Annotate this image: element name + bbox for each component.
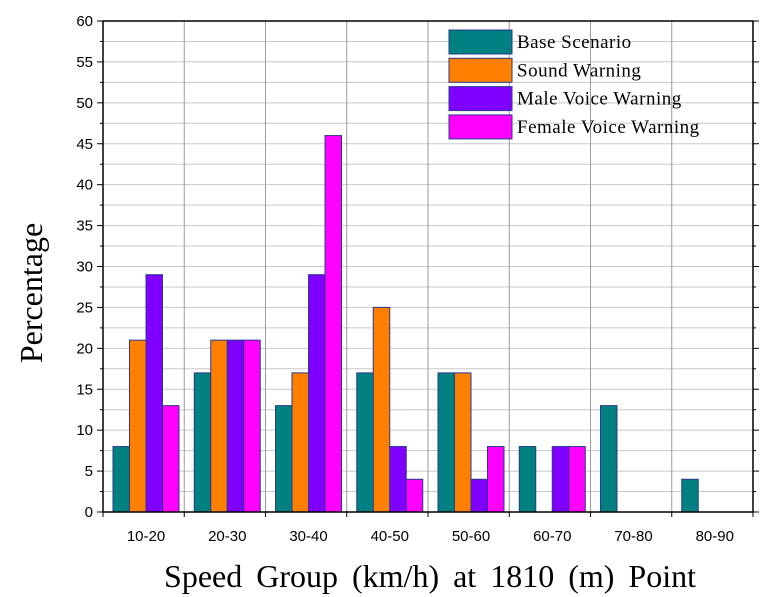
bar bbox=[600, 405, 618, 513]
legend: Base Scenario Sound Warning Male Voice War… bbox=[448, 29, 700, 140]
legend-swatch bbox=[448, 86, 513, 112]
bar bbox=[551, 446, 570, 513]
x-tick-label: 50-60 bbox=[452, 528, 490, 545]
y-tick-label: 0 bbox=[85, 504, 93, 521]
y-tick-label: 60 bbox=[76, 13, 93, 30]
bar bbox=[324, 135, 342, 513]
bar bbox=[405, 478, 424, 513]
y-tick-label: 55 bbox=[76, 54, 93, 71]
bar bbox=[243, 339, 261, 513]
x-tick-label: 70-80 bbox=[614, 528, 652, 545]
legend-swatch bbox=[448, 29, 513, 55]
y-tick-label: 50 bbox=[76, 95, 93, 112]
y-tick-label: 5 bbox=[85, 463, 93, 480]
x-tick-label: 20-30 bbox=[208, 528, 246, 545]
y-tick-label: 20 bbox=[76, 340, 93, 357]
bar bbox=[193, 372, 212, 513]
bar bbox=[291, 372, 309, 513]
bar bbox=[145, 274, 163, 513]
bar bbox=[681, 478, 699, 513]
bar bbox=[112, 446, 130, 513]
y-tick-label: 25 bbox=[76, 299, 93, 316]
bar bbox=[275, 405, 293, 513]
y-tick-label: 10 bbox=[76, 422, 93, 439]
bar bbox=[210, 339, 228, 513]
bar bbox=[437, 372, 455, 513]
bar bbox=[518, 446, 537, 513]
legend-swatch bbox=[448, 57, 513, 83]
x-tick-label: 30-40 bbox=[289, 528, 327, 545]
legend-label: Female Voice Warning bbox=[517, 117, 700, 138]
y-axis-ticks: 0 5 10 15 20 25 30 35 40 45 50 55 60 bbox=[76, 13, 759, 521]
bar bbox=[129, 339, 147, 513]
x-tick-label: 80-90 bbox=[696, 528, 734, 545]
bar bbox=[372, 306, 391, 513]
y-tick-label: 45 bbox=[76, 136, 93, 153]
x-tick-label: 60-70 bbox=[533, 528, 571, 545]
bar bbox=[226, 339, 245, 513]
y-tick-label: 15 bbox=[76, 381, 93, 398]
legend-label: Base Scenario bbox=[517, 32, 632, 53]
bar bbox=[454, 372, 472, 513]
bar bbox=[162, 405, 180, 513]
legend-swatch bbox=[448, 114, 513, 140]
y-tick-label: 30 bbox=[76, 259, 93, 276]
x-tick-label: 40-50 bbox=[371, 528, 409, 545]
y-tick-label: 35 bbox=[76, 218, 93, 235]
y-tick-label: 40 bbox=[76, 177, 93, 194]
y-axis-title: Percentage bbox=[13, 223, 49, 363]
bar bbox=[470, 478, 488, 513]
x-axis-ticks: 10-20 20-30 30-40 40-50 50-60 60-70 70-80 80-90 bbox=[102, 512, 754, 545]
bars bbox=[112, 135, 699, 513]
bar bbox=[568, 446, 586, 513]
bar bbox=[389, 446, 407, 513]
legend-label: Sound Warning bbox=[517, 60, 641, 81]
x-tick-label: 10-20 bbox=[127, 528, 165, 545]
bar bbox=[356, 372, 374, 513]
bar bbox=[308, 274, 326, 513]
x-axis-title: Speed Group (km/h) at 1810 (m) Point bbox=[164, 558, 696, 594]
legend-label: Male Voice Warning bbox=[517, 89, 682, 110]
bar bbox=[487, 446, 505, 513]
